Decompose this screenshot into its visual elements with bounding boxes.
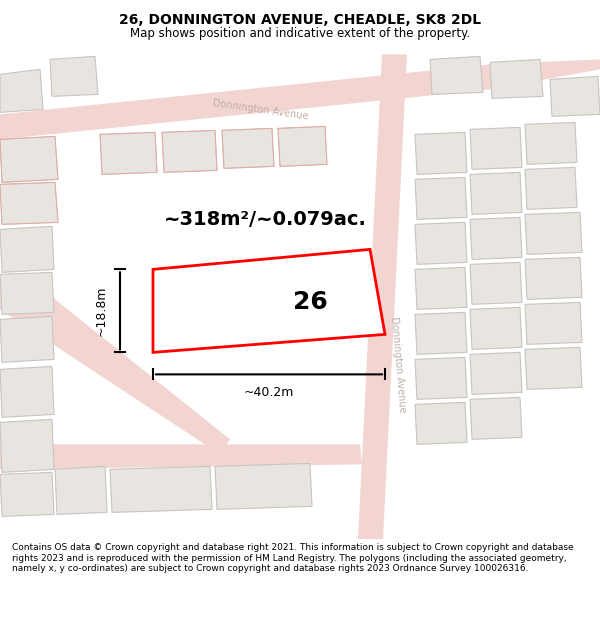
Polygon shape [215,463,312,509]
Polygon shape [525,348,582,389]
Text: Contains OS data © Crown copyright and database right 2021. This information is : Contains OS data © Crown copyright and d… [12,543,574,573]
Text: Donnington Avenue: Donnington Avenue [389,316,407,413]
Polygon shape [415,177,467,219]
Polygon shape [415,132,467,174]
Polygon shape [415,357,467,399]
Polygon shape [525,302,582,344]
Polygon shape [470,398,522,439]
Polygon shape [525,122,577,164]
Polygon shape [0,182,58,224]
Text: ~18.8m: ~18.8m [95,286,108,336]
Polygon shape [525,213,582,254]
Polygon shape [278,126,327,166]
Text: Donnington Avenue: Donnington Avenue [212,98,308,121]
Polygon shape [0,444,362,469]
Polygon shape [0,59,600,139]
Polygon shape [0,316,54,362]
Polygon shape [162,131,217,173]
Polygon shape [470,308,522,349]
Polygon shape [470,262,522,304]
Polygon shape [55,466,107,514]
Polygon shape [0,69,43,112]
Text: ~40.2m: ~40.2m [244,386,294,399]
Polygon shape [0,272,54,314]
Polygon shape [525,168,577,209]
Polygon shape [358,54,407,539]
Polygon shape [470,173,522,214]
Polygon shape [110,466,212,512]
Polygon shape [415,268,467,309]
Polygon shape [100,132,157,174]
Polygon shape [470,127,522,169]
Polygon shape [50,56,98,96]
Text: 26, DONNINGTON AVENUE, CHEADLE, SK8 2DL: 26, DONNINGTON AVENUE, CHEADLE, SK8 2DL [119,13,481,28]
Polygon shape [415,402,467,444]
Polygon shape [430,56,483,94]
Polygon shape [415,222,467,264]
Polygon shape [525,258,582,299]
Polygon shape [550,76,600,116]
Polygon shape [0,366,54,418]
Polygon shape [0,136,58,182]
Polygon shape [222,128,274,168]
Polygon shape [0,279,230,454]
Polygon shape [0,472,54,516]
Polygon shape [0,226,54,272]
Polygon shape [415,312,467,354]
Polygon shape [470,217,522,259]
Polygon shape [0,419,54,472]
Polygon shape [153,249,385,352]
Text: 26: 26 [293,291,328,314]
Polygon shape [470,352,522,394]
Text: ~318m²/~0.079ac.: ~318m²/~0.079ac. [164,210,367,229]
Polygon shape [490,59,543,98]
Text: Map shows position and indicative extent of the property.: Map shows position and indicative extent… [130,27,470,40]
